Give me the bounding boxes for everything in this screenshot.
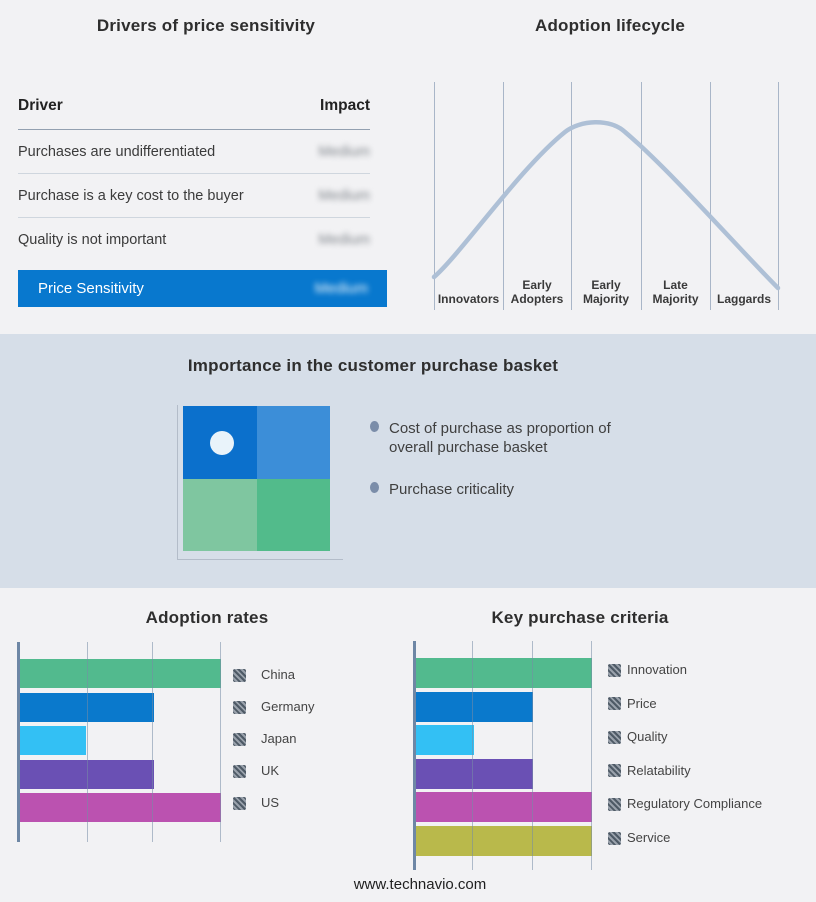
chart-gridline xyxy=(87,642,88,842)
legend-label-regulatory-compliance: Regulatory Compliance xyxy=(627,796,763,811)
stage-label-late-majority: Late Majority xyxy=(652,278,699,306)
impact-value: Medium xyxy=(318,232,370,248)
legend-swatch-china xyxy=(233,669,246,682)
driver-column-header: Driver xyxy=(18,97,63,114)
legend-label-us: US xyxy=(261,795,280,810)
basket-panel-title: Importance in the customer purchase bask… xyxy=(187,356,559,375)
lifecycle-panel-title: Adoption lifecycle xyxy=(534,16,685,35)
legend-label-germany: Germany xyxy=(261,699,315,714)
legend-label-service: Service xyxy=(627,830,671,845)
chart-gridline xyxy=(591,641,592,870)
legend-swatch-service xyxy=(608,832,621,845)
quadrant-cell-2 xyxy=(183,478,257,551)
bar-us xyxy=(19,793,221,822)
bullet-dot xyxy=(370,421,379,432)
adoption-rates-chart-title: Adoption rates xyxy=(145,608,269,627)
quadrant-cell-3 xyxy=(256,478,330,551)
bar-china xyxy=(19,659,221,688)
legend-label-china: China xyxy=(261,667,295,682)
legend-label-japan: Japan xyxy=(261,731,297,746)
legend-label-innovation: Innovation xyxy=(627,662,687,677)
impact-column-header: Impact xyxy=(320,97,370,114)
chart-axis xyxy=(17,642,20,842)
legend-swatch-price xyxy=(608,697,621,710)
lifecycle-gridline xyxy=(571,82,572,310)
bar-germany xyxy=(19,693,154,722)
legend-label-price: Price xyxy=(627,696,657,711)
lifecycle-gridline xyxy=(641,82,642,310)
drivers-table-header: Driver Impact xyxy=(18,97,370,130)
bar-regulatory-compliance xyxy=(415,792,592,822)
bullet-dot xyxy=(370,482,379,493)
driver-row: Purchase is a key cost to the buyer Mediu… xyxy=(18,174,370,218)
legend-label-uk: UK xyxy=(261,763,280,778)
lifecycle-gridline xyxy=(710,82,711,310)
stage-label-innovators: Innovators xyxy=(437,292,500,306)
bullet-text: Cost of purchase as proportion of overal… xyxy=(389,420,611,456)
legend-swatch-innovation xyxy=(608,664,621,677)
price-sensitivity-impact-value: Medium xyxy=(314,280,368,297)
quadrant-y-axis xyxy=(177,405,178,560)
chart-gridline xyxy=(532,641,533,870)
key-purchase-criteria-chart-title: Key purchase criteria xyxy=(491,608,669,627)
purchase-basket-quadrant xyxy=(183,406,330,551)
legend-swatch-quality xyxy=(608,731,621,744)
bar-service xyxy=(415,826,592,856)
stage-label-early-majority: Early Majority xyxy=(582,278,629,306)
legend-swatch-germany xyxy=(233,701,246,714)
bar-price xyxy=(415,692,533,722)
legend-label-quality: Quality xyxy=(627,729,668,744)
price-sensitivity-label: Price Sensitivity xyxy=(38,280,144,297)
lifecycle-gridline xyxy=(778,82,779,310)
stage-label-laggards: Laggards xyxy=(716,292,771,306)
impact-value: Medium xyxy=(318,188,370,204)
legend-swatch-uk xyxy=(233,765,246,778)
legend-swatch-relatability xyxy=(608,764,621,777)
lifecycle-gridline xyxy=(434,82,435,310)
chart-gridline xyxy=(220,642,221,842)
bar-innovation xyxy=(415,658,592,688)
driver-row: Purchases are undifferentiated Medium xyxy=(18,130,370,174)
bar-uk xyxy=(19,760,154,789)
footer-url: www.technavio.com xyxy=(353,876,487,893)
adoption-curve xyxy=(431,120,781,291)
legend-swatch-us xyxy=(233,797,246,810)
driver-name: Purchase is a key cost to the buyer xyxy=(18,188,244,204)
bar-relatability xyxy=(415,759,533,789)
quadrant-x-axis xyxy=(177,559,343,560)
legend-swatch-japan xyxy=(233,733,246,746)
bar-japan xyxy=(19,726,86,755)
price-sensitivity-row: Price Sensitivity Medium xyxy=(18,270,387,307)
chart-axis xyxy=(413,641,416,870)
bar-quality xyxy=(415,725,474,755)
drivers-table: Driver Impact Purchases are undifferenti… xyxy=(18,97,370,261)
quadrant-cell-1 xyxy=(256,406,330,479)
driver-name: Quality is not important xyxy=(18,232,167,248)
drivers-table-body: Purchases are undifferentiated Medium Purc… xyxy=(18,130,370,261)
driver-name: Purchases are undifferentiated xyxy=(18,144,216,160)
drivers-panel-title: Drivers of price sensitivity xyxy=(96,16,316,35)
impact-value: Medium xyxy=(318,144,370,160)
chart-gridline xyxy=(152,642,153,842)
chart-gridline xyxy=(472,641,473,870)
legend-label-relatability: Relatability xyxy=(627,763,691,778)
legend-swatch-regulatory-compliance xyxy=(608,798,621,811)
stage-label-early-adopters: Early Adopters xyxy=(510,278,564,306)
adoption-curve-svg xyxy=(431,120,781,291)
purchase-basket-band xyxy=(0,334,816,588)
driver-row: Quality is not important Medium xyxy=(18,218,370,261)
bullet-text: Purchase criticality xyxy=(389,481,515,498)
quadrant-position-dot xyxy=(210,431,234,455)
